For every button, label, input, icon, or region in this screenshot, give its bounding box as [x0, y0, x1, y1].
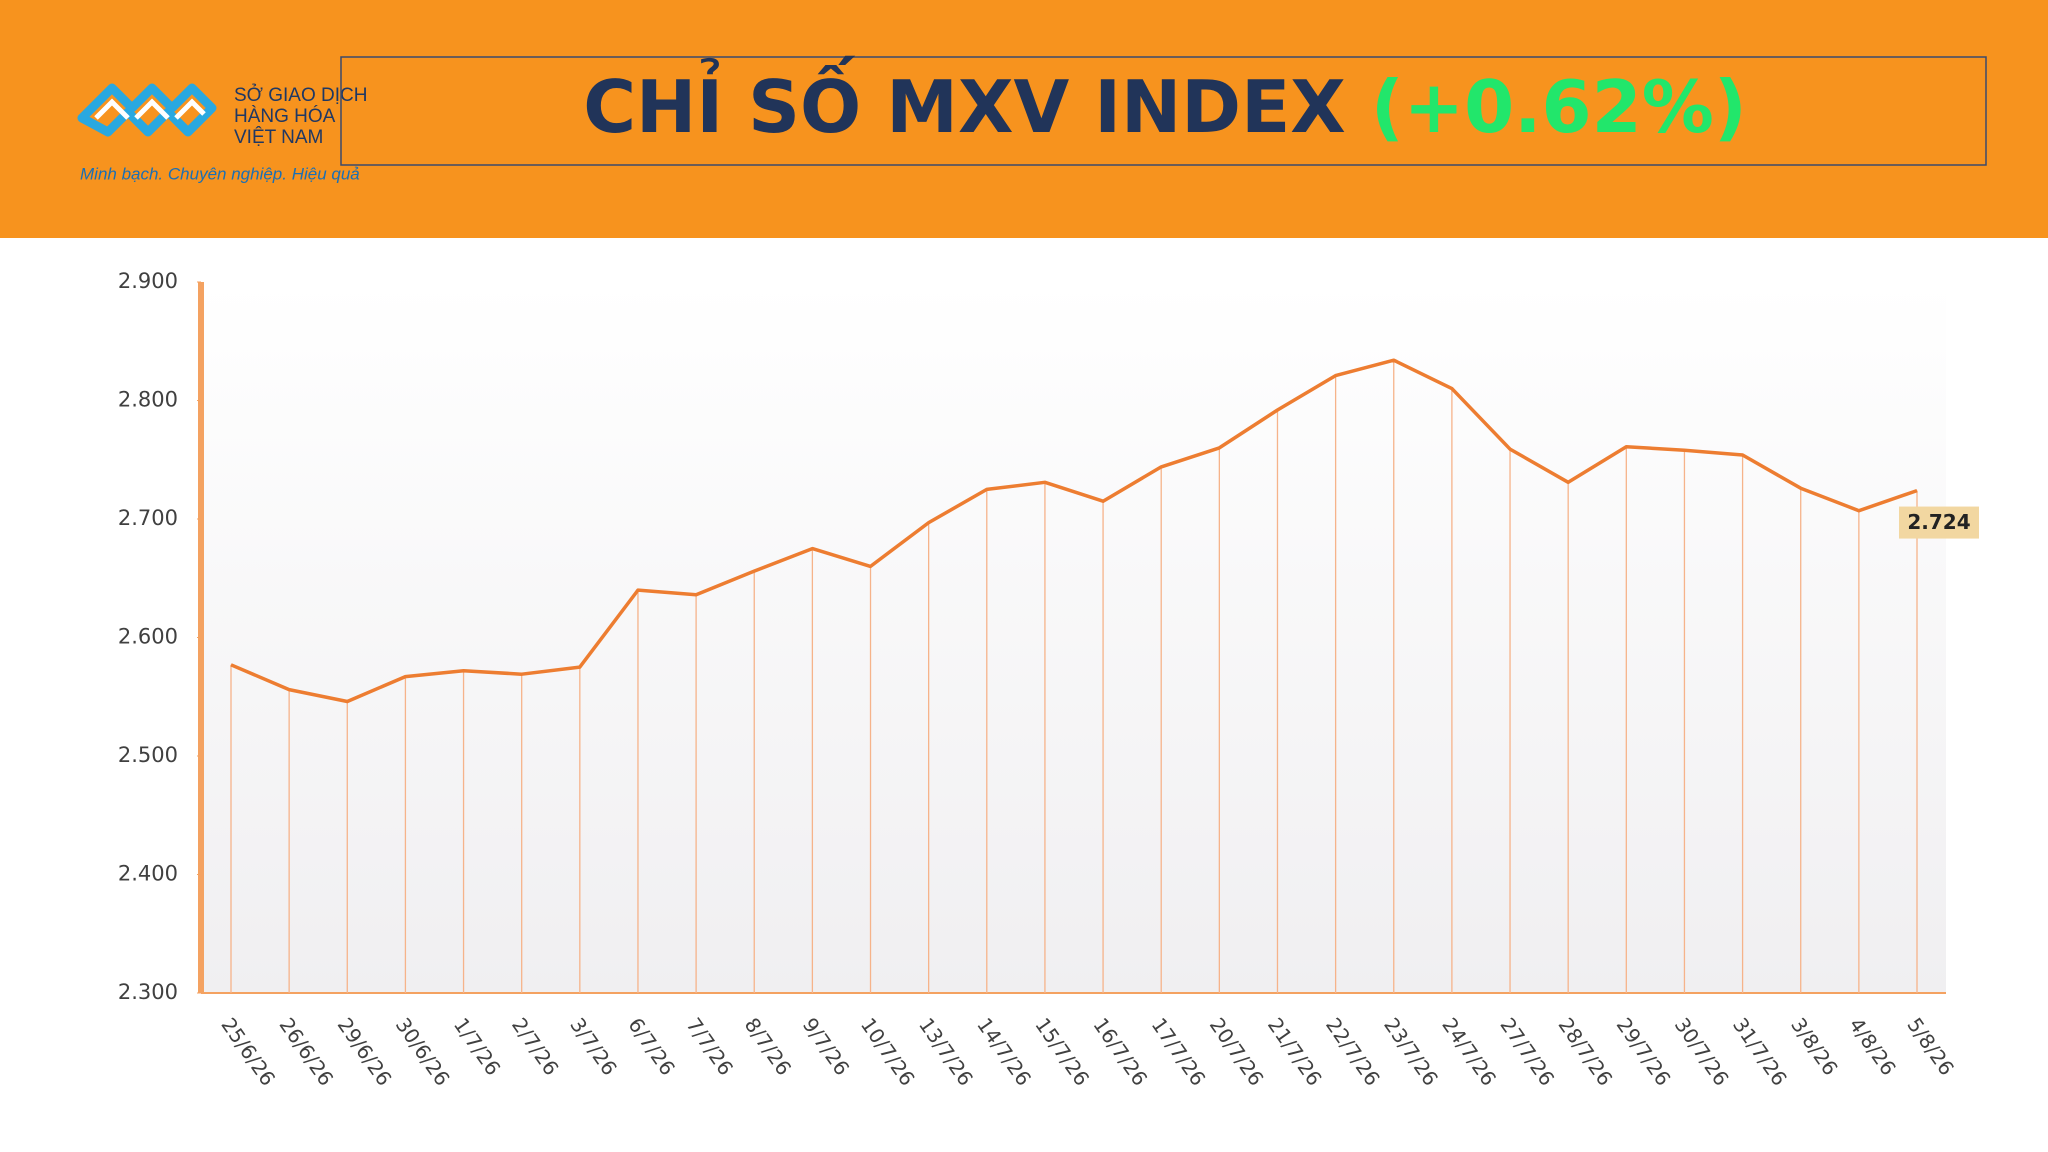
x-tick-label: 29/6/26 — [333, 1013, 397, 1090]
brand-line: SỞ GIAO DỊCH — [234, 84, 367, 106]
x-tick-label: 9/7/26 — [798, 1013, 855, 1079]
plot-area — [201, 282, 1946, 993]
brand-line: HÀNG HÓA — [234, 105, 336, 127]
x-tick-label: 22/7/26 — [1321, 1013, 1385, 1090]
x-tick-label: 7/7/26 — [682, 1013, 739, 1079]
title-box — [340, 56, 1987, 166]
title-text: CHỈ SỐ MXV INDEX — [583, 56, 1346, 149]
x-tick-label: 13/7/26 — [914, 1013, 978, 1090]
title: CHỈ SỐ MXV INDEX (+0.62%) — [583, 56, 1747, 149]
x-tick-label: 31/7/26 — [1728, 1013, 1792, 1090]
x-tick-label: 1/7/26 — [449, 1013, 506, 1079]
x-tick-label: 4/8/26 — [1844, 1013, 1901, 1079]
slogan: Minh bạch. Chuyên nghiệp. Hiệu quả — [80, 164, 360, 183]
x-tick-label: 30/6/26 — [391, 1013, 455, 1090]
y-tick-label: 2.800 — [118, 388, 178, 412]
x-tick-label: 21/7/26 — [1263, 1013, 1327, 1090]
x-tick-label: 26/6/26 — [275, 1013, 339, 1090]
x-tick-label: 2/7/26 — [507, 1013, 564, 1079]
title-change: (+0.62%) — [1371, 65, 1747, 149]
logo: SỞ GIAO DỊCH HÀNG HÓA VIỆT NAM Minh bạch… — [77, 83, 367, 183]
brand-line: VIỆT NAM — [234, 126, 323, 148]
x-tick-label: 15/7/26 — [1030, 1013, 1094, 1090]
x-tick-label: 16/7/26 — [1088, 1013, 1152, 1090]
y-tick-label: 2.700 — [118, 506, 178, 530]
x-tick-label: 27/7/26 — [1495, 1013, 1559, 1090]
x-tick-label: 6/7/26 — [623, 1013, 680, 1079]
x-tick-label: 3/8/26 — [1786, 1013, 1843, 1079]
x-tick-label: 29/7/26 — [1612, 1013, 1676, 1090]
x-tick-label: 20/7/26 — [1205, 1013, 1269, 1090]
y-tick-label: 2.900 — [118, 269, 178, 293]
x-tick-label: 28/7/26 — [1554, 1013, 1618, 1090]
x-tick-label: 10/7/26 — [856, 1013, 920, 1090]
value-label: 2.724 — [1907, 510, 1970, 534]
x-tick-label: 5/8/26 — [1902, 1013, 1959, 1079]
x-tick-label: 8/7/26 — [740, 1013, 797, 1079]
series-line — [230, 358, 1918, 704]
x-tick-label: 14/7/26 — [972, 1013, 1036, 1090]
y-tick-label: 2.600 — [118, 625, 178, 649]
x-tick-label: 3/7/26 — [565, 1013, 622, 1079]
x-tick-label: 30/7/26 — [1670, 1013, 1734, 1090]
x-tick-label: 24/7/26 — [1437, 1013, 1501, 1090]
value-label-box — [1899, 506, 1979, 539]
x-tick-label: 17/7/26 — [1147, 1013, 1211, 1090]
y-tick-label: 2.400 — [118, 862, 178, 886]
x-tick-label: 23/7/26 — [1379, 1013, 1443, 1090]
y-tick-label: 2.300 — [118, 980, 178, 1004]
y-tick-label: 2.500 — [118, 743, 178, 767]
x-tick-label: 25/6/26 — [216, 1013, 280, 1090]
